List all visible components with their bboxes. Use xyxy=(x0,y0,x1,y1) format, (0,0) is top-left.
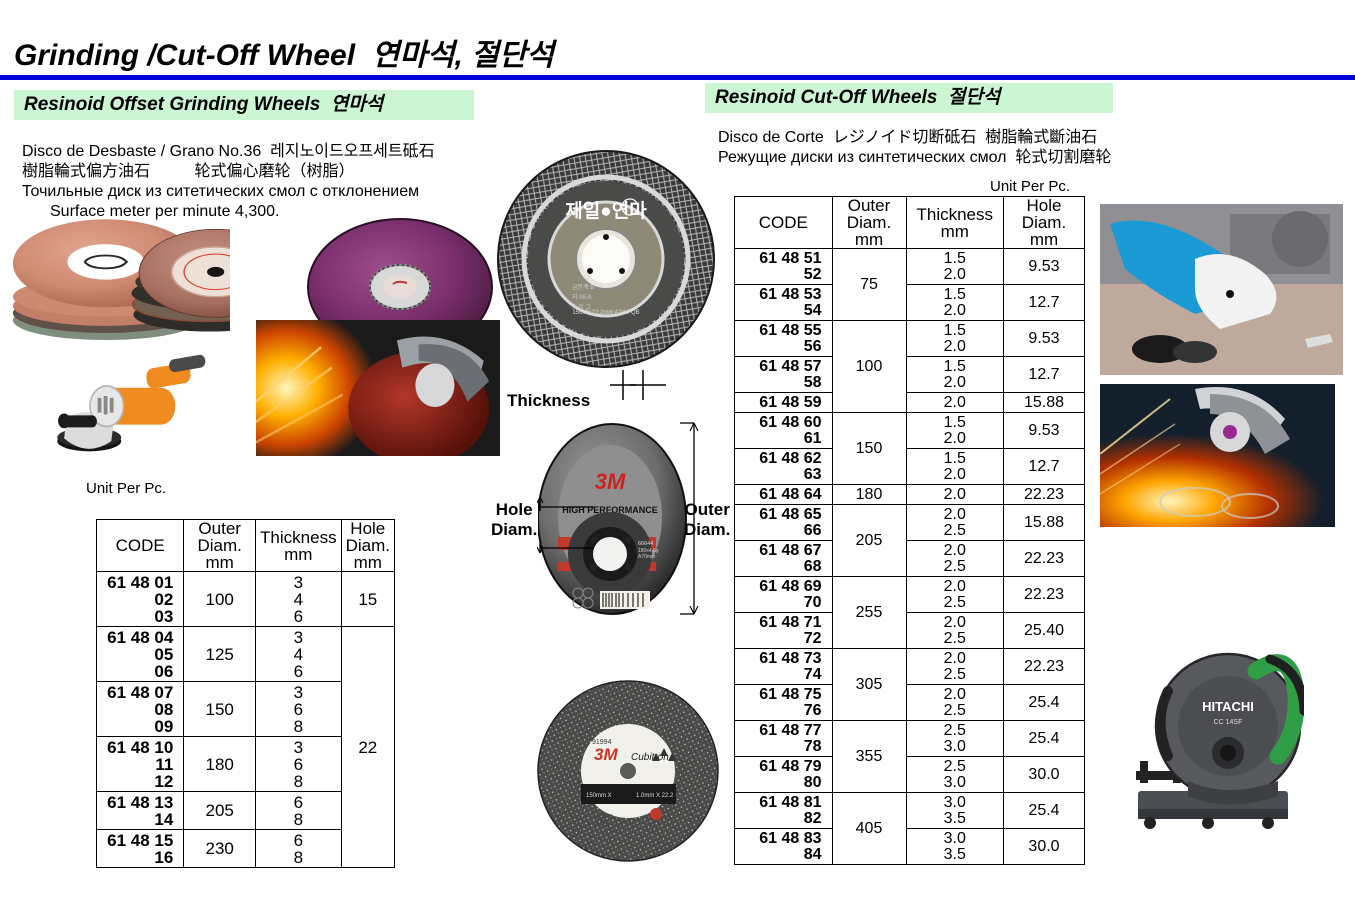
svg-text:ISO 603: ISO 603 xyxy=(594,814,613,820)
svg-text:91994: 91994 xyxy=(592,739,612,746)
svg-text:지 05:A: 지 05:A xyxy=(572,293,592,301)
svg-text:CC 14SF: CC 14SF xyxy=(1214,719,1243,726)
svg-text:150mm X: 150mm X xyxy=(586,793,612,799)
svg-text:66644: 66644 xyxy=(638,541,653,547)
svg-text:3M: 3M xyxy=(594,745,618,764)
svg-text:3M: 3M xyxy=(595,469,626,494)
svg-text:A70mm: A70mm xyxy=(638,554,655,560)
svg-text:1.0mm X 22.2: 1.0mm X 22.2 xyxy=(636,793,674,799)
svg-text:70.250: 70.250 xyxy=(594,822,610,828)
svg-text:제일●연마: 제일●연마 xyxy=(565,200,647,222)
svg-text:人검 그: 人검 그 xyxy=(572,304,591,311)
svg-text:HITACHI: HITACHI xyxy=(1202,699,1254,714)
svg-text:금분계:B: 금분계:B xyxy=(572,283,594,291)
